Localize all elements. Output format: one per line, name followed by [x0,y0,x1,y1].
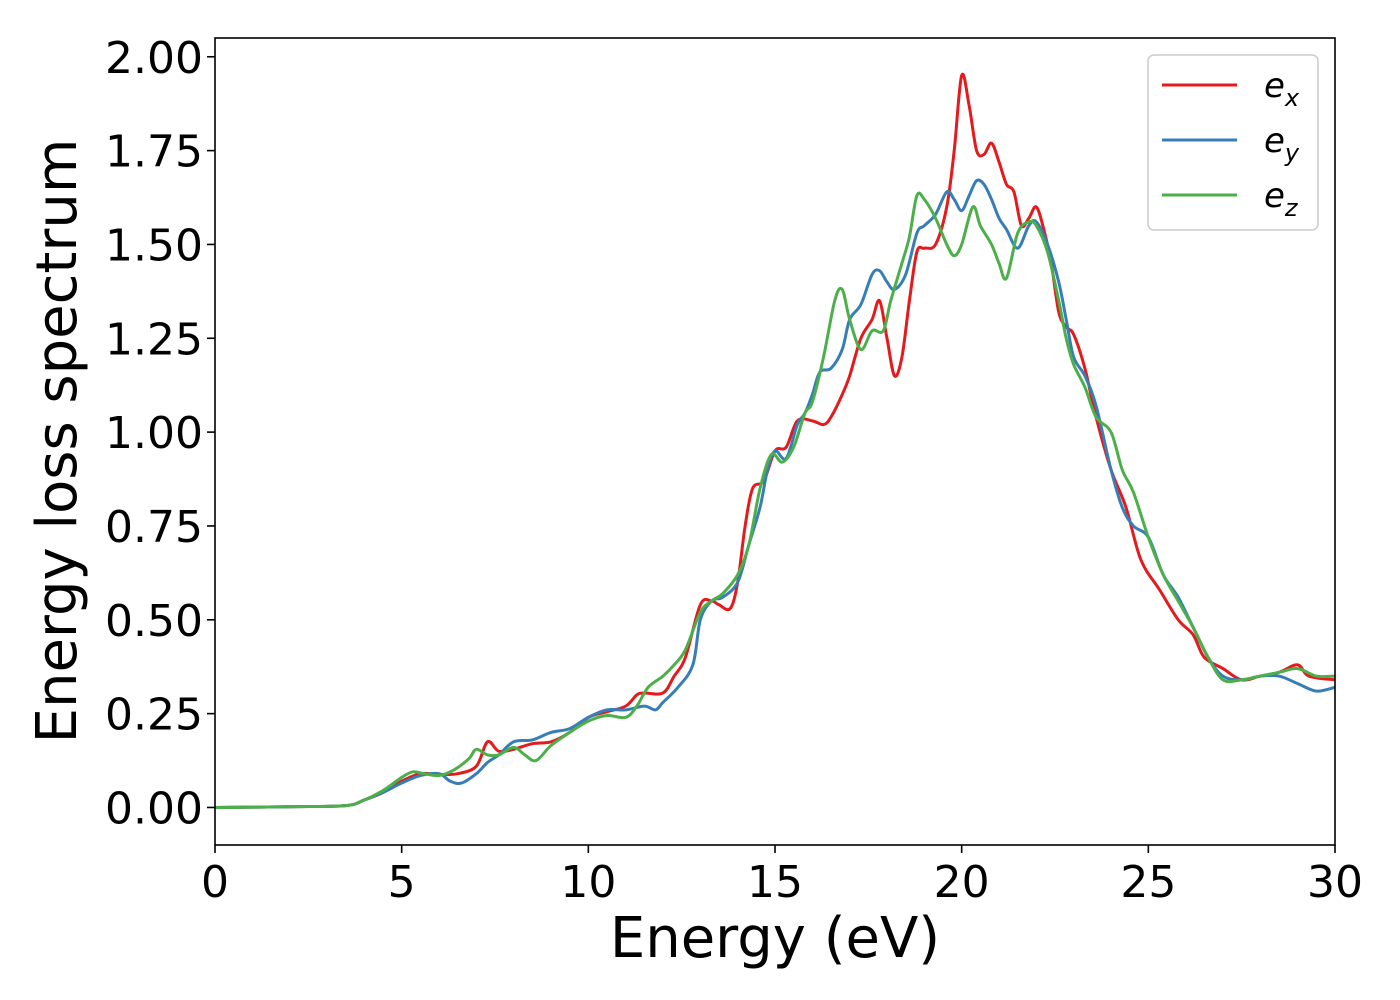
x-axis-title: Energy (eV) [610,906,940,971]
y-tick-label: 1.00 [105,408,203,459]
y-axis-title: Energy loss spectrum [25,139,90,744]
x-tick-label: 30 [1307,857,1363,908]
y-tick-label: 0.75 [105,502,203,553]
legend-label-z: ez [1264,176,1299,222]
x-tick-label: 25 [1120,857,1176,908]
y-tick-label: 1.75 [105,127,203,178]
y-tick-label: 0.25 [105,690,203,741]
x-tick-label: 0 [201,857,229,908]
legend-box [1147,54,1319,231]
series-line-z [215,191,1335,809]
x-tick-label: 15 [747,857,803,908]
x-tick-label: 5 [388,857,416,908]
legend: ex ey ez [1147,54,1319,231]
series-line-y [215,178,1335,809]
y-tick-label: 2.00 [105,33,203,84]
y-tick-label: 1.50 [105,220,203,271]
y-tick-label: 0.50 [105,596,203,647]
legend-label-y: ey [1264,121,1300,167]
y-tick-label: 0.00 [105,783,203,834]
y-axis: 0.00 0.25 0.50 0.75 1.00 1.25 1.50 1.75 2.00 [105,33,215,834]
x-tick-label: 20 [934,857,990,908]
x-tick-label: 10 [560,857,616,908]
y-tick-label: 1.25 [105,314,203,365]
legend-label-x: ex [1264,66,1300,112]
x-axis: 0 5 10 15 20 25 30 [201,845,1363,908]
